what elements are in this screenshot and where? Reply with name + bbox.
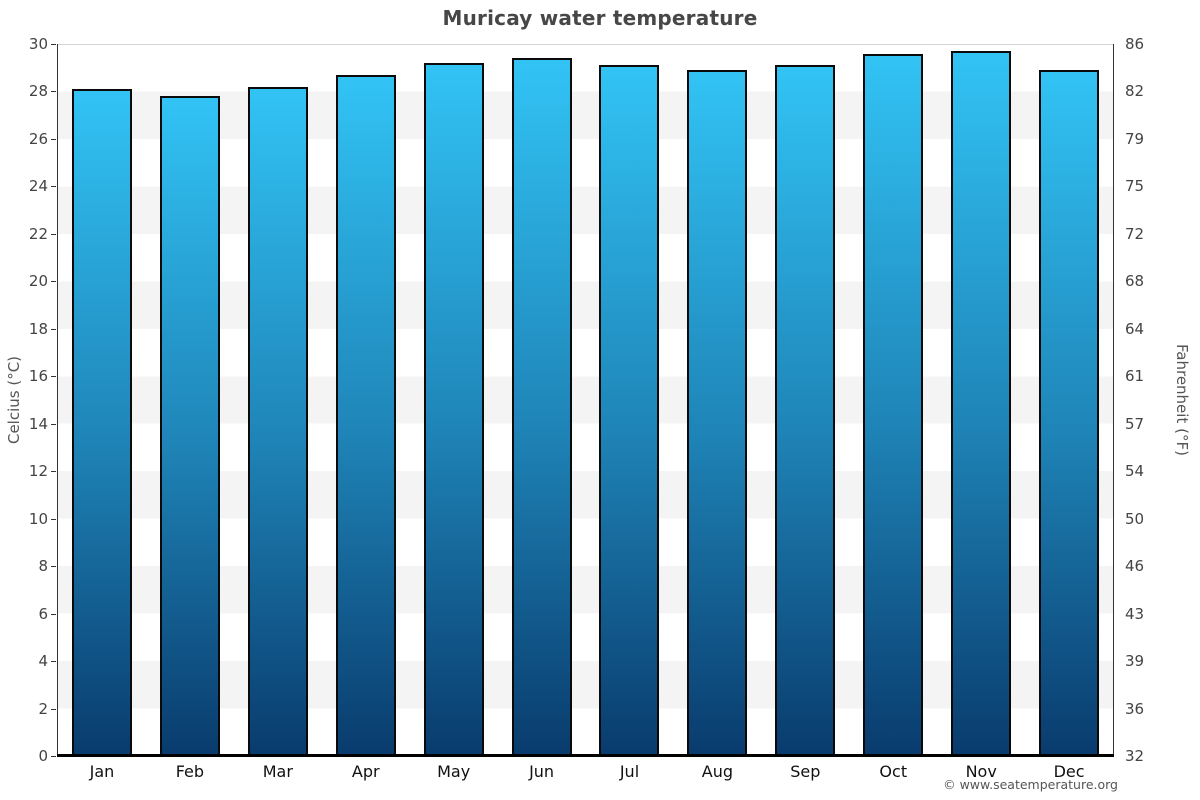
month-label-aug: Aug [701, 762, 734, 781]
month-label-jan: Jan [89, 762, 115, 781]
celsius-tick-30: 30 [28, 35, 48, 53]
bar-slot [58, 44, 146, 756]
celsius-tick-24: 24 [28, 177, 48, 196]
celsius-tick-26: 26 [28, 129, 48, 148]
celsius-tick-20: 20 [28, 272, 48, 291]
celsius-tick-28: 28 [28, 82, 48, 101]
month-label-jun: Jun [529, 762, 555, 781]
month-axis-labels: Jan Feb Mar Apr May Jun Jul Aug Sep Oct Nov Dec [58, 762, 1113, 781]
bar-slot [937, 44, 1025, 756]
tick-mark [51, 91, 56, 93]
celsius-tick-4: 4 [38, 652, 48, 671]
fahrenheit-tick-61: 61 [1125, 367, 1145, 386]
celsius-tick-8: 8 [38, 557, 48, 576]
celsius-tick-10: 10 [28, 509, 48, 528]
fahrenheit-tick-43: 43 [1125, 604, 1145, 623]
fahrenheit-tick-32: 32 [1125, 747, 1145, 765]
temperature-bar-jun [511, 58, 572, 756]
tick-mark [51, 471, 56, 473]
bar-slot [1025, 44, 1113, 756]
temperature-bar-nov [951, 51, 1012, 756]
right-axis-line [1112, 44, 1114, 757]
tick-mark [51, 328, 56, 330]
month-label-mar: Mar [262, 762, 293, 781]
tick-mark [51, 423, 56, 425]
fahrenheit-tick-79: 79 [1125, 129, 1145, 148]
temperature-bar-jul [599, 65, 660, 756]
tick-mark [51, 708, 56, 710]
celsius-tick-0: 0 [38, 747, 48, 765]
temperature-bar-may [423, 63, 484, 756]
celsius-tick-6: 6 [38, 604, 48, 623]
chart-title: Muricay water temperature [442, 6, 758, 30]
tick-mark [51, 756, 56, 757]
tick-mark [51, 566, 56, 568]
top-gridline [58, 44, 1113, 45]
fahrenheit-tick-72: 72 [1125, 224, 1145, 243]
bar-slot [673, 44, 761, 756]
bar-slot [146, 44, 234, 756]
tick-mark [51, 281, 56, 283]
month-label-may: May [437, 762, 471, 781]
tick-mark [51, 376, 56, 378]
month-label-apr: Apr [351, 762, 380, 781]
bar-slot [234, 44, 322, 756]
fahrenheit-axis-title: Fahrenheit (°F) [1173, 344, 1191, 456]
tick-mark [51, 661, 56, 663]
month-label-feb: Feb [175, 762, 205, 781]
temperature-bar-aug [687, 70, 748, 756]
bar-slot [322, 44, 410, 756]
celsius-tick-22: 22 [28, 224, 48, 243]
temperature-bar-dec [1039, 70, 1100, 756]
bar-slot [849, 44, 937, 756]
fahrenheit-tick-75: 75 [1125, 177, 1145, 196]
temperature-bar-oct [863, 53, 924, 756]
temperature-bar-sep [775, 65, 836, 756]
fahrenheit-tick-86: 86 [1125, 35, 1145, 53]
fahrenheit-tick-82: 82 [1125, 82, 1145, 101]
month-label-nov: Nov [965, 762, 997, 781]
fahrenheit-tick-64: 64 [1125, 319, 1145, 338]
celsius-tick-2: 2 [38, 699, 48, 718]
bar-slot [761, 44, 849, 756]
tick-mark [51, 44, 56, 45]
fahrenheit-tick-39: 39 [1125, 652, 1145, 671]
left-axis-line [56, 44, 58, 757]
temperature-bar-feb [159, 96, 220, 756]
celsius-tick-12: 12 [28, 462, 48, 481]
celsius-tick-16: 16 [28, 367, 48, 386]
bars-row [58, 44, 1113, 756]
month-label-sep: Sep [790, 762, 821, 781]
tick-mark [51, 518, 56, 520]
tick-mark [51, 613, 56, 615]
fahrenheit-tick-68: 68 [1125, 272, 1145, 291]
temperature-bar-apr [335, 74, 396, 756]
x-axis-line [57, 754, 1114, 757]
temperature-bar-jan [71, 89, 132, 756]
fahrenheit-tick-54: 54 [1125, 462, 1145, 481]
fahrenheit-tick-57: 57 [1125, 414, 1145, 433]
bar-slot [410, 44, 498, 756]
plot-area [58, 44, 1113, 756]
celsius-tick-14: 14 [28, 414, 48, 433]
fahrenheit-tick-46: 46 [1125, 557, 1145, 576]
month-label-oct: Oct [879, 762, 908, 781]
fahrenheit-tick-50: 50 [1125, 509, 1145, 528]
bar-slot [498, 44, 586, 756]
month-label-dec: Dec [1053, 762, 1085, 781]
tick-mark [51, 138, 56, 140]
celsius-axis-title: Celcius (°C) [5, 355, 23, 445]
tick-mark [51, 186, 56, 188]
celsius-tick-18: 18 [28, 319, 48, 338]
tick-mark [51, 233, 56, 235]
month-label-jul: Jul [619, 762, 640, 781]
temperature-bar-mar [247, 86, 308, 756]
bar-slot [586, 44, 674, 756]
fahrenheit-tick-36: 36 [1125, 699, 1145, 718]
copyright-text: © www.seatemperature.org [943, 777, 1118, 792]
